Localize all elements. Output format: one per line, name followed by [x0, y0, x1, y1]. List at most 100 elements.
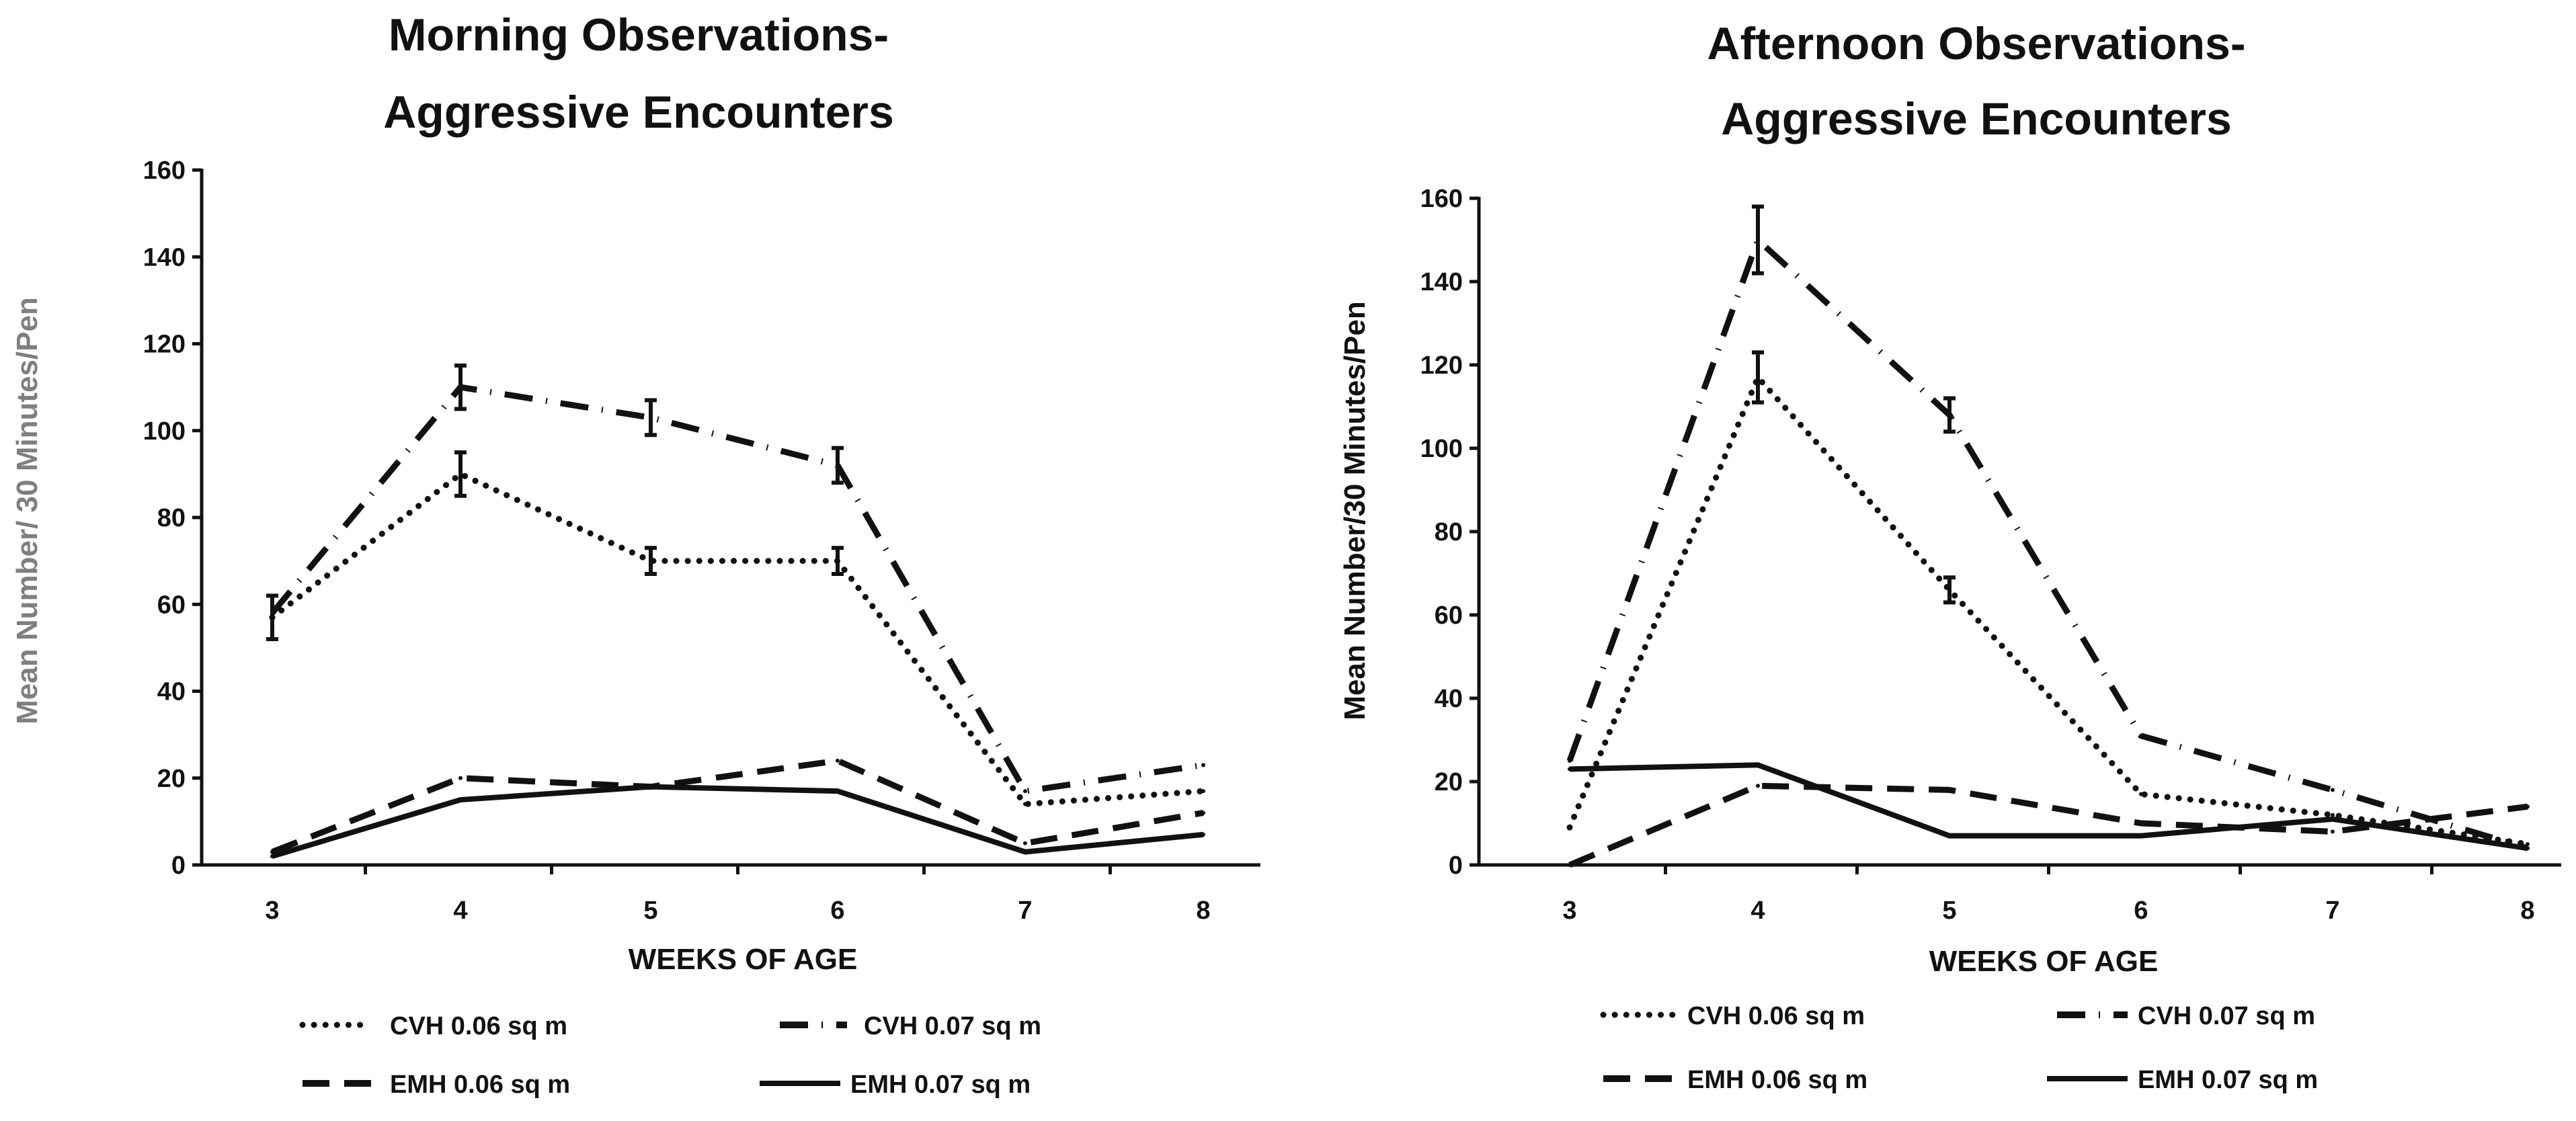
afternoon-plot-area: 0 20 40 60 80 100 120 140 160 3 4 5 6 7 8 — [1420, 185, 2561, 925]
afternoon-data-point — [2331, 817, 2335, 821]
morning-data-point — [270, 849, 274, 854]
afternoon-y-tick-label: 80 — [1435, 518, 1463, 546]
morning-x-tick-label: 5 — [643, 897, 657, 925]
morning-series-dotted — [269, 470, 1207, 808]
morning-data-point — [1201, 832, 1205, 837]
afternoon-error-bar — [1943, 575, 1956, 605]
morning-data-point — [270, 611, 274, 616]
morning-error-bar — [832, 546, 844, 577]
morning-x-tick-label: 3 — [265, 897, 279, 925]
afternoon-data-point — [1568, 863, 1572, 867]
morning-data-point — [836, 789, 840, 794]
morning-legend-label-cvh-006: CVH 0.06 sq m — [390, 1012, 567, 1040]
morning-error-bar — [266, 593, 278, 641]
afternoon-title-line-2: Aggressive Encounters — [1721, 93, 2232, 144]
afternoon-y-tick-label: 20 — [1435, 768, 1463, 796]
afternoon-series-dashdot — [1566, 237, 2529, 852]
morning-data-point — [1023, 849, 1027, 854]
afternoon-x-axis-label: WEEKS OF AGE — [1929, 945, 2159, 978]
afternoon-x-tick-label: 6 — [2134, 897, 2148, 925]
morning-x-tick-label: 8 — [1196, 897, 1210, 925]
afternoon-error-bar — [1943, 396, 1956, 434]
afternoon-x-tick-label: 7 — [2325, 897, 2339, 925]
afternoon-x-tick-label: 4 — [1750, 897, 1765, 925]
afternoon-series-dotted — [1566, 374, 2531, 847]
afternoon-data-point — [2139, 733, 2143, 738]
morning-data-point — [270, 854, 274, 859]
morning-y-tick-label: 60 — [157, 591, 186, 619]
afternoon-data-point — [1756, 763, 1760, 767]
afternoon-data-point — [1947, 833, 1951, 838]
morning-y-tick-label: 100 — [143, 417, 186, 446]
afternoon-data-point — [1568, 825, 1572, 830]
morning-legend: CVH 0.06 sq m CVH 0.07 sq m EMH 0.06 sq … — [299, 1012, 1041, 1099]
afternoon-data-point — [2139, 833, 2143, 838]
afternoon-data-point — [2139, 821, 2143, 825]
morning-data-point — [1023, 841, 1027, 845]
morning-x-tick-label: 6 — [830, 897, 844, 925]
afternoon-y-axis-label: Mean Number/30 Minutes/Pen — [1338, 301, 1371, 720]
afternoon-data-point — [1568, 767, 1572, 772]
afternoon-y-tick-label: 40 — [1435, 685, 1463, 713]
morning-y-tick-label: 80 — [157, 504, 186, 532]
morning-data-point — [649, 784, 653, 789]
morning-y-tick-label: 40 — [157, 678, 186, 706]
afternoon-y-tick-label: 120 — [1420, 351, 1463, 380]
morning-x-tick-label: 7 — [1018, 897, 1032, 925]
afternoon-legend-label-emh-006: EMH 0.06 sq m — [1687, 1066, 1867, 1094]
afternoon-data-point — [2526, 804, 2530, 809]
morning-y-tick-label: 160 — [143, 157, 186, 185]
morning-y-tick-label: 0 — [171, 852, 186, 880]
morning-y-tick-label: 140 — [143, 243, 186, 272]
morning-title-line-2: Aggressive Encounters — [383, 87, 894, 138]
afternoon-error-bar — [1752, 350, 1764, 405]
afternoon-data-point — [2526, 846, 2530, 851]
morning-series-solid — [271, 784, 1204, 859]
afternoon-data-point — [1568, 759, 1572, 763]
morning-error-bar — [645, 546, 657, 577]
afternoon-data-point — [2331, 788, 2335, 792]
morning-data-point — [836, 758, 840, 763]
afternoon-legend: CVH 0.06 sq m CVH 0.07 sq m EMH 0.06 sq … — [1600, 1002, 2318, 1094]
morning-series-dashed — [271, 757, 1204, 855]
afternoon-y-tick-label: 60 — [1435, 601, 1463, 630]
afternoon-title-line-1: Afternoon Observations- — [1707, 18, 2246, 69]
chart-afternoon: Afternoon Observations- Aggressive Encou… — [1338, 18, 2561, 1094]
morning-error-bar — [454, 450, 467, 498]
morning-legend-label-emh-006: EMH 0.06 sq m — [390, 1071, 570, 1099]
morning-y-tick-label: 20 — [157, 765, 186, 793]
afternoon-legend-label-cvh-007: CVH 0.07 sq m — [2138, 1002, 2315, 1030]
morning-legend-label-emh-007: EMH 0.07 sq m — [850, 1071, 1031, 1099]
morning-data-point — [458, 776, 462, 780]
afternoon-series-dashed — [1568, 782, 2528, 868]
afternoon-data-point — [2331, 829, 2335, 834]
morning-data-point — [1201, 763, 1205, 767]
morning-error-bar — [454, 363, 467, 411]
afternoon-error-bar — [1752, 204, 1764, 276]
afternoon-data-point — [2331, 813, 2335, 817]
morning-error-bar — [832, 446, 844, 485]
afternoon-legend-label-cvh-006: CVH 0.06 sq m — [1687, 1002, 1865, 1030]
morning-x-tick-label: 4 — [453, 897, 467, 925]
morning-data-point — [1201, 811, 1205, 815]
morning-legend-label-cvh-007: CVH 0.07 sq m — [864, 1012, 1041, 1040]
afternoon-x-tick-label: 3 — [1562, 897, 1576, 925]
afternoon-y-tick-label: 140 — [1420, 268, 1463, 296]
morning-title-line-1: Morning Observations- — [389, 9, 889, 60]
morning-data-point — [458, 798, 462, 802]
afternoon-y-tick-label: 160 — [1420, 185, 1463, 213]
afternoon-series-solid — [1569, 762, 2528, 852]
afternoon-x-tick-label: 8 — [2520, 897, 2534, 925]
afternoon-data-point — [2139, 792, 2143, 796]
afternoon-x-tick-label: 5 — [1942, 897, 1956, 925]
afternoon-data-point — [1756, 784, 1760, 788]
morning-data-point — [1201, 789, 1205, 794]
chart-morning: Morning Observations- Aggressive Encount… — [11, 9, 1260, 1099]
morning-error-bar — [645, 398, 657, 438]
afternoon-y-tick-label: 0 — [1449, 852, 1463, 880]
morning-series-dashdot — [270, 384, 1204, 794]
morning-y-axis-label: Mean Number/ 30 Minutes/Pen — [11, 297, 44, 724]
morning-y-tick-label: 120 — [143, 331, 186, 359]
afternoon-y-tick-label: 100 — [1420, 435, 1463, 463]
